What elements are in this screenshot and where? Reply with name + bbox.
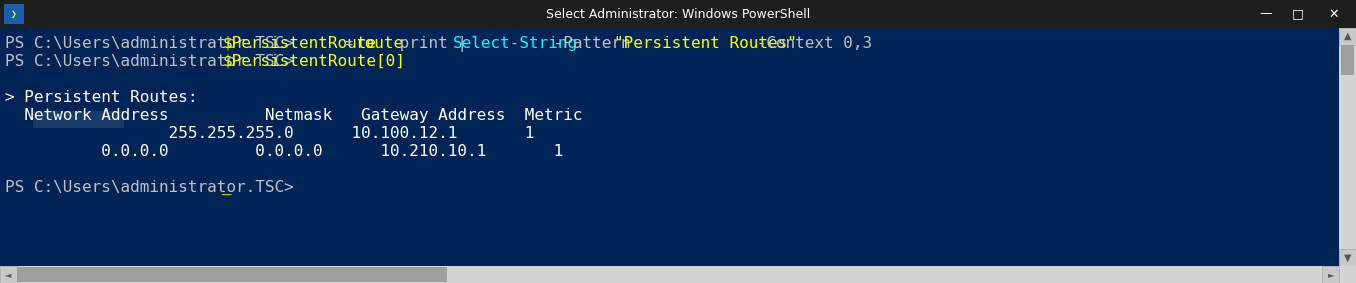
Text: -Context 0,3: -Context 0,3 bbox=[747, 36, 872, 51]
Text: route: route bbox=[355, 36, 403, 51]
Text: $PersistentRoute: $PersistentRoute bbox=[222, 36, 376, 51]
Text: 0.0.0.0         0.0.0.0      10.210.10.1       1: 0.0.0.0 0.0.0.0 10.210.10.1 1 bbox=[5, 144, 563, 159]
Text: print |: print | bbox=[391, 36, 476, 52]
Text: PS C:\Users\administrator.TSC>: PS C:\Users\administrator.TSC> bbox=[5, 180, 304, 195]
Bar bbox=[0, 266, 1356, 283]
Bar bbox=[1322, 266, 1338, 283]
Bar bbox=[0, 266, 18, 283]
Bar bbox=[18, 267, 447, 282]
Text: -Pattern: -Pattern bbox=[544, 36, 640, 51]
Text: PS C:\Users\administrator.TSC>: PS C:\Users\administrator.TSC> bbox=[5, 36, 304, 51]
Text: PS C:\Users\administrator.TSC>: PS C:\Users\administrator.TSC> bbox=[5, 54, 304, 69]
Text: Select-String: Select-String bbox=[453, 36, 578, 51]
Text: "Persistent Routes": "Persistent Routes" bbox=[614, 36, 797, 51]
Bar bbox=[1338, 28, 1356, 45]
Text: ◄: ◄ bbox=[5, 270, 11, 279]
Text: $PersistentRoute[0]: $PersistentRoute[0] bbox=[222, 54, 405, 69]
Text: Select Administrator: Windows PowerShell: Select Administrator: Windows PowerShell bbox=[546, 8, 810, 20]
Text: 255.255.255.0      10.100.12.1       1: 255.255.255.0 10.100.12.1 1 bbox=[5, 126, 534, 141]
Bar bbox=[4, 4, 24, 24]
Bar bbox=[33, 111, 123, 128]
Text: > Persistent Routes:: > Persistent Routes: bbox=[5, 90, 198, 105]
Bar bbox=[1338, 249, 1356, 266]
Text: =: = bbox=[334, 36, 363, 51]
Text: _: _ bbox=[222, 180, 232, 195]
Text: ✕: ✕ bbox=[1329, 8, 1340, 20]
Text: Network Address          Netmask   Gateway Address  Metric: Network Address Netmask Gateway Address … bbox=[5, 108, 583, 123]
Bar bbox=[0, 0, 1356, 28]
Text: ▲: ▲ bbox=[1344, 31, 1351, 41]
Text: ▼: ▼ bbox=[1344, 253, 1351, 263]
Bar bbox=[1338, 28, 1356, 266]
Text: —: — bbox=[1260, 8, 1272, 20]
Bar bbox=[0, 28, 1338, 266]
Text: □: □ bbox=[1292, 8, 1304, 20]
Text: ❯: ❯ bbox=[11, 9, 16, 19]
Bar bbox=[1341, 45, 1355, 75]
Text: ►: ► bbox=[1328, 270, 1334, 279]
